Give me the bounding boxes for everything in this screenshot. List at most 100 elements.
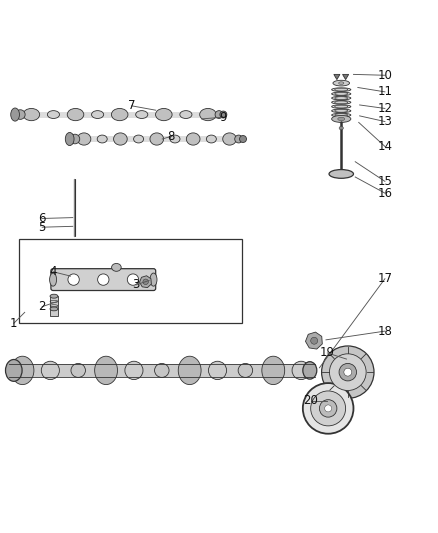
Text: 20: 20 — [303, 394, 318, 407]
Text: 3: 3 — [132, 278, 140, 292]
Ellipse shape — [70, 134, 80, 144]
Text: 16: 16 — [378, 187, 392, 200]
Bar — [9, 364, 315, 377]
Ellipse shape — [332, 116, 351, 123]
Ellipse shape — [67, 108, 84, 120]
Text: 6: 6 — [39, 212, 46, 225]
Ellipse shape — [92, 111, 104, 118]
Ellipse shape — [180, 111, 192, 118]
Text: 13: 13 — [378, 115, 392, 128]
Ellipse shape — [235, 135, 243, 143]
Text: 15: 15 — [378, 175, 392, 188]
Ellipse shape — [111, 108, 128, 120]
Ellipse shape — [150, 133, 164, 145]
Ellipse shape — [329, 169, 353, 179]
Ellipse shape — [303, 362, 317, 379]
Polygon shape — [140, 276, 152, 288]
Ellipse shape — [332, 105, 351, 108]
Text: 2: 2 — [39, 300, 46, 313]
Circle shape — [329, 354, 366, 391]
Ellipse shape — [206, 135, 216, 143]
Polygon shape — [305, 332, 322, 349]
Text: 9: 9 — [219, 111, 227, 124]
Text: 10: 10 — [378, 69, 392, 82]
Ellipse shape — [262, 356, 285, 385]
Text: 8: 8 — [167, 130, 175, 143]
Ellipse shape — [223, 133, 237, 145]
Ellipse shape — [215, 111, 223, 118]
Ellipse shape — [339, 126, 343, 130]
Ellipse shape — [11, 108, 19, 121]
Ellipse shape — [113, 133, 127, 145]
Circle shape — [127, 274, 139, 285]
Text: 17: 17 — [378, 272, 392, 285]
Text: 5: 5 — [39, 221, 46, 233]
Ellipse shape — [11, 356, 34, 385]
Ellipse shape — [332, 101, 351, 104]
Ellipse shape — [238, 364, 253, 377]
Bar — [20, 111, 219, 118]
Ellipse shape — [292, 361, 310, 379]
Polygon shape — [343, 75, 349, 79]
Ellipse shape — [240, 135, 247, 142]
FancyBboxPatch shape — [51, 269, 155, 290]
Circle shape — [303, 383, 353, 434]
Circle shape — [339, 364, 357, 381]
Ellipse shape — [41, 361, 60, 379]
Ellipse shape — [332, 96, 351, 100]
Ellipse shape — [335, 114, 348, 116]
Circle shape — [321, 346, 374, 398]
Bar — [19, 239, 242, 323]
Ellipse shape — [339, 82, 344, 84]
Ellipse shape — [112, 263, 121, 271]
Ellipse shape — [332, 109, 351, 112]
Text: 18: 18 — [378, 325, 392, 337]
Text: 11: 11 — [378, 85, 392, 99]
Ellipse shape — [335, 88, 348, 91]
Ellipse shape — [155, 364, 169, 377]
Circle shape — [68, 274, 79, 285]
Circle shape — [98, 274, 109, 285]
Circle shape — [311, 391, 346, 426]
Ellipse shape — [49, 273, 57, 286]
Ellipse shape — [134, 135, 144, 143]
Ellipse shape — [47, 111, 60, 118]
Ellipse shape — [125, 361, 143, 379]
Ellipse shape — [50, 307, 58, 311]
Ellipse shape — [332, 88, 351, 92]
Ellipse shape — [50, 294, 58, 298]
Ellipse shape — [335, 109, 348, 112]
Circle shape — [311, 337, 318, 344]
Text: 4: 4 — [49, 265, 57, 278]
Ellipse shape — [208, 361, 226, 379]
Ellipse shape — [71, 364, 85, 377]
Ellipse shape — [23, 108, 40, 120]
Text: 7: 7 — [128, 99, 135, 112]
Ellipse shape — [335, 101, 348, 104]
Ellipse shape — [65, 133, 74, 146]
Ellipse shape — [335, 93, 348, 95]
Text: 14: 14 — [378, 140, 392, 153]
Circle shape — [325, 405, 332, 412]
Ellipse shape — [77, 133, 91, 145]
Bar — [50, 296, 58, 316]
Ellipse shape — [200, 108, 216, 120]
Ellipse shape — [97, 135, 107, 143]
Ellipse shape — [136, 111, 148, 118]
Bar — [75, 136, 239, 142]
Ellipse shape — [332, 92, 351, 95]
Circle shape — [143, 279, 148, 285]
Ellipse shape — [335, 97, 348, 100]
Ellipse shape — [155, 108, 172, 120]
Ellipse shape — [95, 356, 117, 385]
Ellipse shape — [338, 117, 345, 120]
Ellipse shape — [333, 80, 350, 86]
Ellipse shape — [220, 111, 227, 118]
Ellipse shape — [150, 273, 157, 286]
Text: 12: 12 — [378, 102, 392, 115]
Ellipse shape — [332, 113, 351, 117]
Circle shape — [344, 368, 352, 376]
Text: 19: 19 — [320, 346, 335, 359]
Polygon shape — [334, 75, 340, 79]
Ellipse shape — [15, 110, 25, 119]
